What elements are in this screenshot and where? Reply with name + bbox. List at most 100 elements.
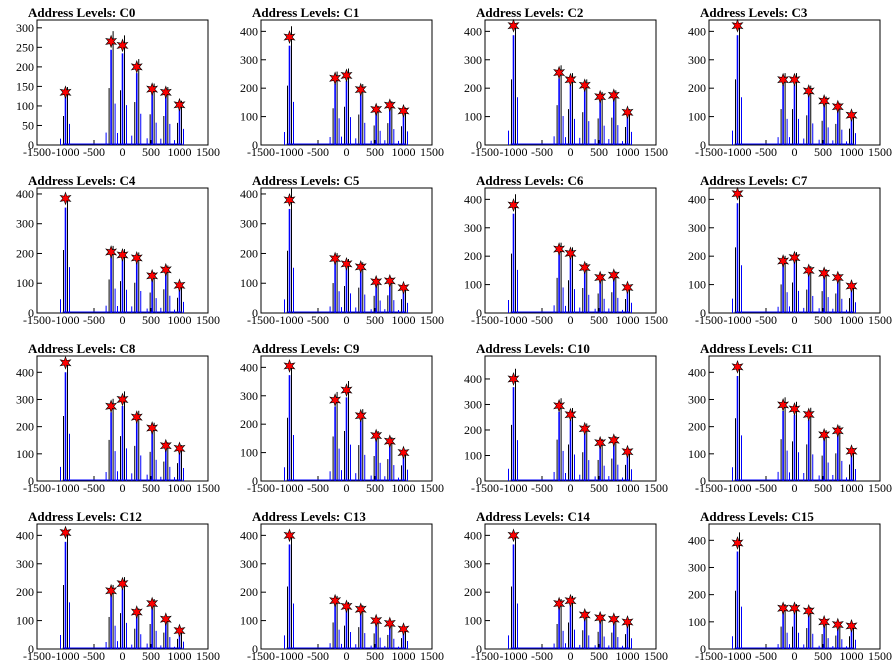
peak-marker — [802, 84, 815, 98]
peak-marker — [507, 18, 520, 33]
x-tick-label: 1500 — [196, 145, 220, 159]
y-tick-label: 0 — [700, 306, 706, 320]
x-tick-label: 0 — [120, 145, 126, 159]
y-tick-label: 100 — [688, 615, 706, 629]
y-tick-label: 300 — [688, 221, 706, 235]
x-tick-label: -1500 — [23, 649, 51, 663]
chart-panel: 0 100 200 300 400 -1500 -1000 -500 0 500 1000 1500 A… — [448, 336, 672, 504]
chart-panel: 0 100 200 300 400 -1500 -1000 -500 0 500 1000 1500 A… — [672, 168, 896, 336]
x-tick-label: 0 — [344, 145, 350, 159]
chart-panel: 0 100 200 300 400 -1500 -1000 -500 0 500 1000 1500 A… — [672, 504, 896, 672]
peak-marker — [397, 445, 410, 460]
peak-marker — [329, 71, 342, 86]
peak-marker — [788, 601, 801, 616]
peak-marker — [802, 407, 815, 422]
peak-marker — [105, 583, 118, 598]
x-tick-label: 1000 — [840, 649, 864, 663]
chart-title: Address Levels: C7 — [700, 173, 808, 188]
peak-marker — [564, 407, 577, 422]
y-tick-label: 0 — [28, 306, 34, 320]
x-tick-label: 500 — [590, 145, 608, 159]
chart-title: Address Levels: C2 — [476, 5, 584, 20]
y-tick-label: 200 — [464, 81, 482, 95]
y-tick-label: 100 — [464, 614, 482, 628]
x-tick-label: -1500 — [695, 481, 723, 495]
peak-marker — [788, 72, 801, 87]
chart-svg: 0 100 200 300 400 -1500 -1000 -500 0 500 1000 1500 — [688, 186, 892, 327]
x-tick-label: 0 — [344, 649, 350, 663]
chart-panel: 0 100 200 300 400 -1500 -1000 -500 0 500 1000 1500 A… — [0, 168, 224, 336]
x-tick-label: 1500 — [196, 649, 220, 663]
y-tick-label: 0 — [252, 138, 258, 152]
peak-marker — [607, 268, 620, 283]
peak-marker — [370, 102, 383, 117]
peak-marker — [578, 78, 591, 93]
peak-marker — [340, 599, 353, 614]
chart-svg: 0 100 200 300 400 -1500 -1000 -500 0 500 1000 1500 — [16, 355, 220, 495]
chart-panel: 0 100 200 300 400 -1500 -1000 -500 0 500 1000 1500 A… — [224, 168, 448, 336]
peak-marker — [283, 192, 296, 207]
x-tick-label: -1000 — [724, 313, 752, 327]
x-tick-label: 1500 — [420, 481, 444, 495]
x-tick-label: 500 — [814, 145, 832, 159]
chart-title: Address Levels: C14 — [476, 509, 590, 524]
x-tick-label: 1500 — [644, 145, 668, 159]
y-tick-label: 0 — [252, 474, 258, 488]
chart-title: Address Levels: C0 — [28, 5, 136, 20]
y-tick-label: 200 — [688, 588, 706, 602]
x-tick-label: 0 — [344, 481, 350, 495]
peak-marker — [553, 242, 566, 256]
x-tick-label: -1000 — [276, 649, 304, 663]
y-tick-label: 400 — [16, 187, 34, 201]
x-tick-label: -1000 — [500, 313, 528, 327]
x-tick-label: 1500 — [196, 481, 220, 495]
peak-marker — [397, 622, 410, 637]
x-tick-label: -500 — [307, 649, 329, 663]
peak-marker — [340, 256, 353, 271]
peak-marker — [564, 72, 577, 87]
y-tick-label: 0 — [28, 138, 34, 152]
chart-panel: 0 100 200 300 400 -1500 -1000 -500 0 500 1000 1500 A… — [448, 504, 672, 672]
x-tick-label: -1000 — [724, 481, 752, 495]
x-tick-label: 1500 — [644, 313, 668, 327]
y-tick-label: 100 — [240, 614, 258, 628]
x-tick-label: 500 — [590, 313, 608, 327]
peak-marker — [553, 65, 566, 80]
peak-marker — [818, 427, 831, 442]
peak-marker — [383, 273, 396, 288]
y-tick-label: 300 — [688, 560, 706, 574]
peak-marker — [159, 85, 172, 100]
y-tick-label: 300 — [464, 557, 482, 571]
peak-marker — [340, 68, 353, 83]
chart-title: Address Levels: C3 — [700, 5, 808, 20]
peak-marker — [105, 399, 118, 414]
x-tick-label: -500 — [83, 649, 105, 663]
x-tick-label: -1500 — [695, 313, 723, 327]
x-tick-label: -1500 — [695, 145, 723, 159]
peak-marker — [845, 279, 858, 293]
x-tick-label: 0 — [120, 649, 126, 663]
x-tick-label: -1500 — [23, 481, 51, 495]
y-tick-label: 0 — [28, 642, 34, 656]
peak-marker — [329, 251, 342, 266]
x-tick-label: -1500 — [247, 481, 275, 495]
y-tick-label: 0 — [252, 306, 258, 320]
peak-marker — [731, 186, 744, 201]
peak-marker — [845, 618, 858, 633]
peak-marker — [59, 355, 72, 370]
chart-panel: 0 100 200 300 400 -1500 -1000 -500 0 500 1000 1500 A… — [0, 336, 224, 504]
y-tick-label: 200 — [16, 420, 34, 434]
y-tick-label: 400 — [688, 192, 706, 206]
x-tick-label: -1500 — [695, 649, 723, 663]
peak-marker — [594, 610, 607, 625]
peak-marker — [777, 601, 790, 616]
peak-marker — [370, 428, 383, 443]
y-tick-label: 50 — [22, 118, 34, 132]
y-tick-label: 0 — [252, 642, 258, 656]
chart-svg: 0 100 200 300 400 -1500 -1000 -500 0 500 1000 1500 — [464, 523, 668, 663]
peak-marker — [159, 612, 172, 627]
x-tick-label: 500 — [366, 313, 384, 327]
peak-marker — [594, 89, 607, 104]
peak-marker — [383, 434, 396, 449]
peak-marker — [116, 38, 129, 53]
